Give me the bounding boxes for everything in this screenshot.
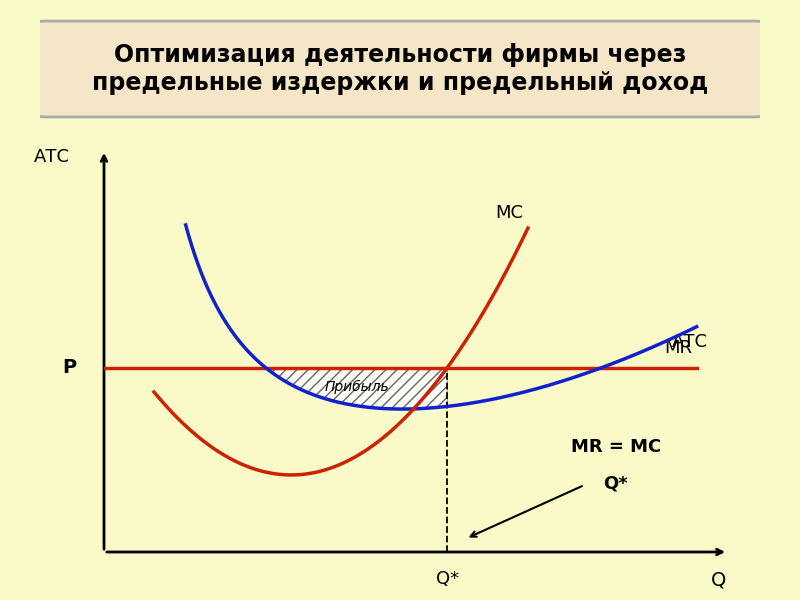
FancyBboxPatch shape: [33, 21, 767, 117]
Text: АТС: АТС: [34, 148, 70, 166]
Text: МС: МС: [495, 204, 523, 222]
Text: МR: МR: [664, 338, 692, 356]
Text: АТС: АТС: [672, 333, 708, 351]
Text: MR = MC: MR = MC: [570, 437, 661, 455]
Text: Q*: Q*: [436, 571, 458, 589]
Text: P: P: [62, 358, 76, 377]
Text: Оптимизация деятельности фирмы через
предельные издержки и предельный доход: Оптимизация деятельности фирмы через пре…: [92, 43, 708, 95]
Text: Q: Q: [711, 571, 726, 589]
Text: Прибыль: Прибыль: [324, 380, 389, 394]
Text: Q*: Q*: [603, 475, 628, 493]
